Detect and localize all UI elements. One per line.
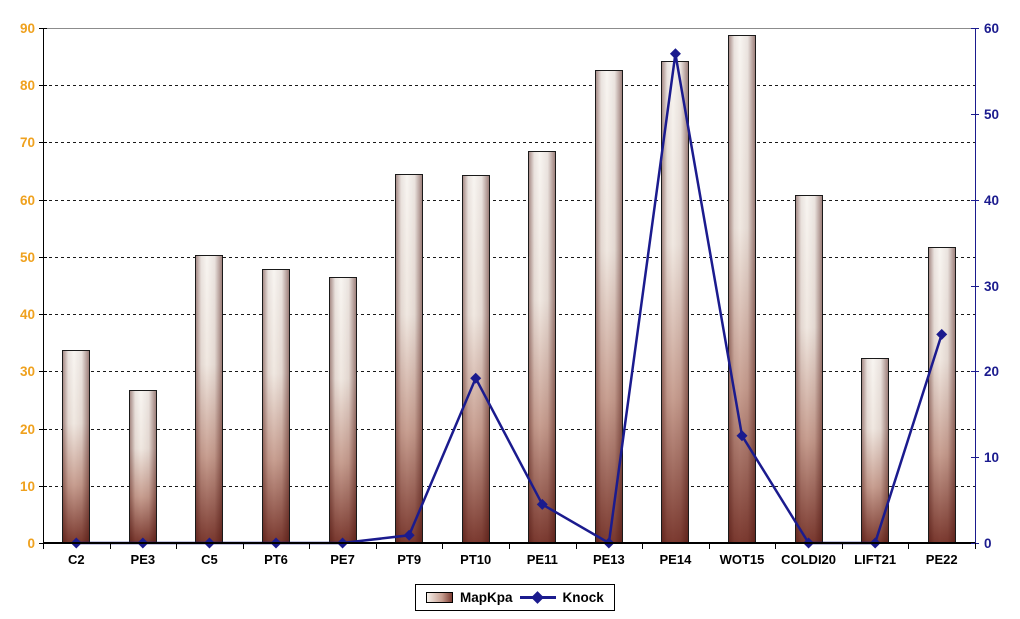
x-axis-tick: [509, 543, 510, 549]
bar-WOT15: [728, 35, 756, 543]
x-axis-tick: [908, 543, 910, 549]
x-axis-tick: [708, 543, 710, 549]
bar-C2: [62, 349, 91, 543]
left-axis-tick-label: 20: [19, 421, 35, 437]
x-axis-tick: [176, 543, 178, 549]
right-axis-tick-label: 30: [984, 278, 1000, 294]
x-axis-category-label: LIFT21: [854, 552, 897, 567]
bar-COLDI20: [794, 194, 823, 543]
left-axis-tick: [39, 28, 47, 29]
bar-PT10: [461, 175, 490, 543]
bar-LIFT21: [861, 358, 890, 543]
left-axis-line: [43, 28, 44, 543]
x-axis-category-label: C5: [201, 552, 218, 567]
x-axis-tick: [775, 543, 777, 549]
left-axis-tick: [39, 142, 47, 144]
left-axis-tick-label: 50: [19, 249, 35, 265]
x-axis-tick: [642, 543, 644, 549]
x-axis-category-label: PE11: [526, 552, 558, 567]
legend: MapKpa Knock: [415, 584, 615, 611]
x-axis-category-label: PE13: [592, 552, 625, 567]
gridline: [43, 314, 975, 316]
bar-PE11: [528, 151, 557, 543]
gridline: [43, 85, 975, 87]
legend-knock-label: Knock: [562, 590, 604, 605]
left-axis-tick: [39, 485, 47, 487]
right-axis-tick: [971, 113, 979, 115]
x-axis-category-label: PT9: [397, 552, 422, 567]
right-axis-tick-label: 20: [984, 364, 1000, 380]
right-axis-tick-label: 60: [984, 21, 1000, 36]
left-axis-tick: [39, 371, 47, 373]
gridline: [43, 199, 975, 201]
left-axis-tick-label: 30: [19, 364, 35, 380]
left-axis-tick-label: 70: [19, 135, 35, 151]
bar-PE14: [661, 60, 690, 543]
x-axis-tick: [442, 543, 444, 549]
x-axis-tick: [375, 543, 377, 549]
right-axis-tick: [971, 285, 979, 287]
knock-marker-PE14: [669, 48, 681, 60]
x-axis-category-label: PE14: [659, 552, 692, 567]
left-axis-tick: [39, 314, 47, 316]
gridline: [43, 371, 975, 373]
gridline: [43, 256, 975, 258]
right-axis-tick: [971, 28, 979, 29]
left-axis-tick-label: 0: [27, 536, 35, 551]
right-axis-tick: [971, 457, 979, 459]
plot-top-border: [43, 28, 975, 29]
x-axis-category-label: PT10: [460, 552, 492, 567]
x-axis-category-label: C2: [67, 552, 85, 567]
gridline: [43, 485, 975, 487]
x-axis-category-label: PE22: [925, 552, 958, 567]
x-axis-tick: [242, 543, 244, 549]
bar-C5: [195, 255, 224, 543]
left-axis-tick-label: 10: [19, 478, 35, 494]
left-axis-tick: [39, 256, 47, 258]
x-axis-tick: [975, 543, 976, 549]
left-axis-tick: [39, 85, 47, 87]
bar-PE7: [328, 276, 357, 543]
legend-mapkpa-label: MapKpa: [460, 590, 513, 605]
bar-PE13: [594, 69, 623, 543]
bar-PT6: [262, 268, 290, 543]
right-axis-tick: [971, 371, 979, 373]
left-axis-tick: [39, 199, 47, 201]
bar-PT9: [395, 173, 424, 543]
knock-line-swatch-icon: [519, 591, 556, 604]
right-axis-tick-label: 0: [984, 536, 992, 551]
right-axis-tick-label: 40: [984, 192, 1000, 208]
left-axis-tick-label: 90: [19, 21, 35, 36]
x-axis-category-label: PT6: [264, 552, 288, 567]
x-axis-tick: [309, 543, 311, 549]
bar-PE22: [927, 247, 956, 543]
x-axis-tick: [575, 543, 577, 549]
gridline: [43, 428, 975, 430]
x-axis-tick: [841, 543, 843, 549]
x-axis-category-label: WOT15: [719, 552, 765, 567]
right-axis-tick: [971, 199, 979, 201]
x-axis-category-label: COLDI20: [781, 552, 837, 567]
left-axis-tick-label: 40: [19, 307, 35, 323]
left-axis-tick: [39, 428, 47, 430]
x-axis-category-label: PE3: [130, 552, 156, 567]
left-axis-tick-label: 60: [19, 192, 35, 208]
x-axis-tick: [43, 543, 44, 549]
right-axis-tick-label: 50: [984, 106, 1000, 122]
right-axis-tick-label: 10: [984, 450, 1000, 466]
mapkpa-bar-swatch-icon: [426, 592, 453, 603]
x-axis-tick: [109, 543, 111, 549]
gridline: [43, 142, 975, 144]
bar-PE3: [128, 389, 157, 543]
knock-diamond-icon: [530, 591, 544, 604]
left-axis-tick-label: 80: [19, 78, 35, 94]
x-axis-category-label: PE7: [330, 552, 355, 567]
